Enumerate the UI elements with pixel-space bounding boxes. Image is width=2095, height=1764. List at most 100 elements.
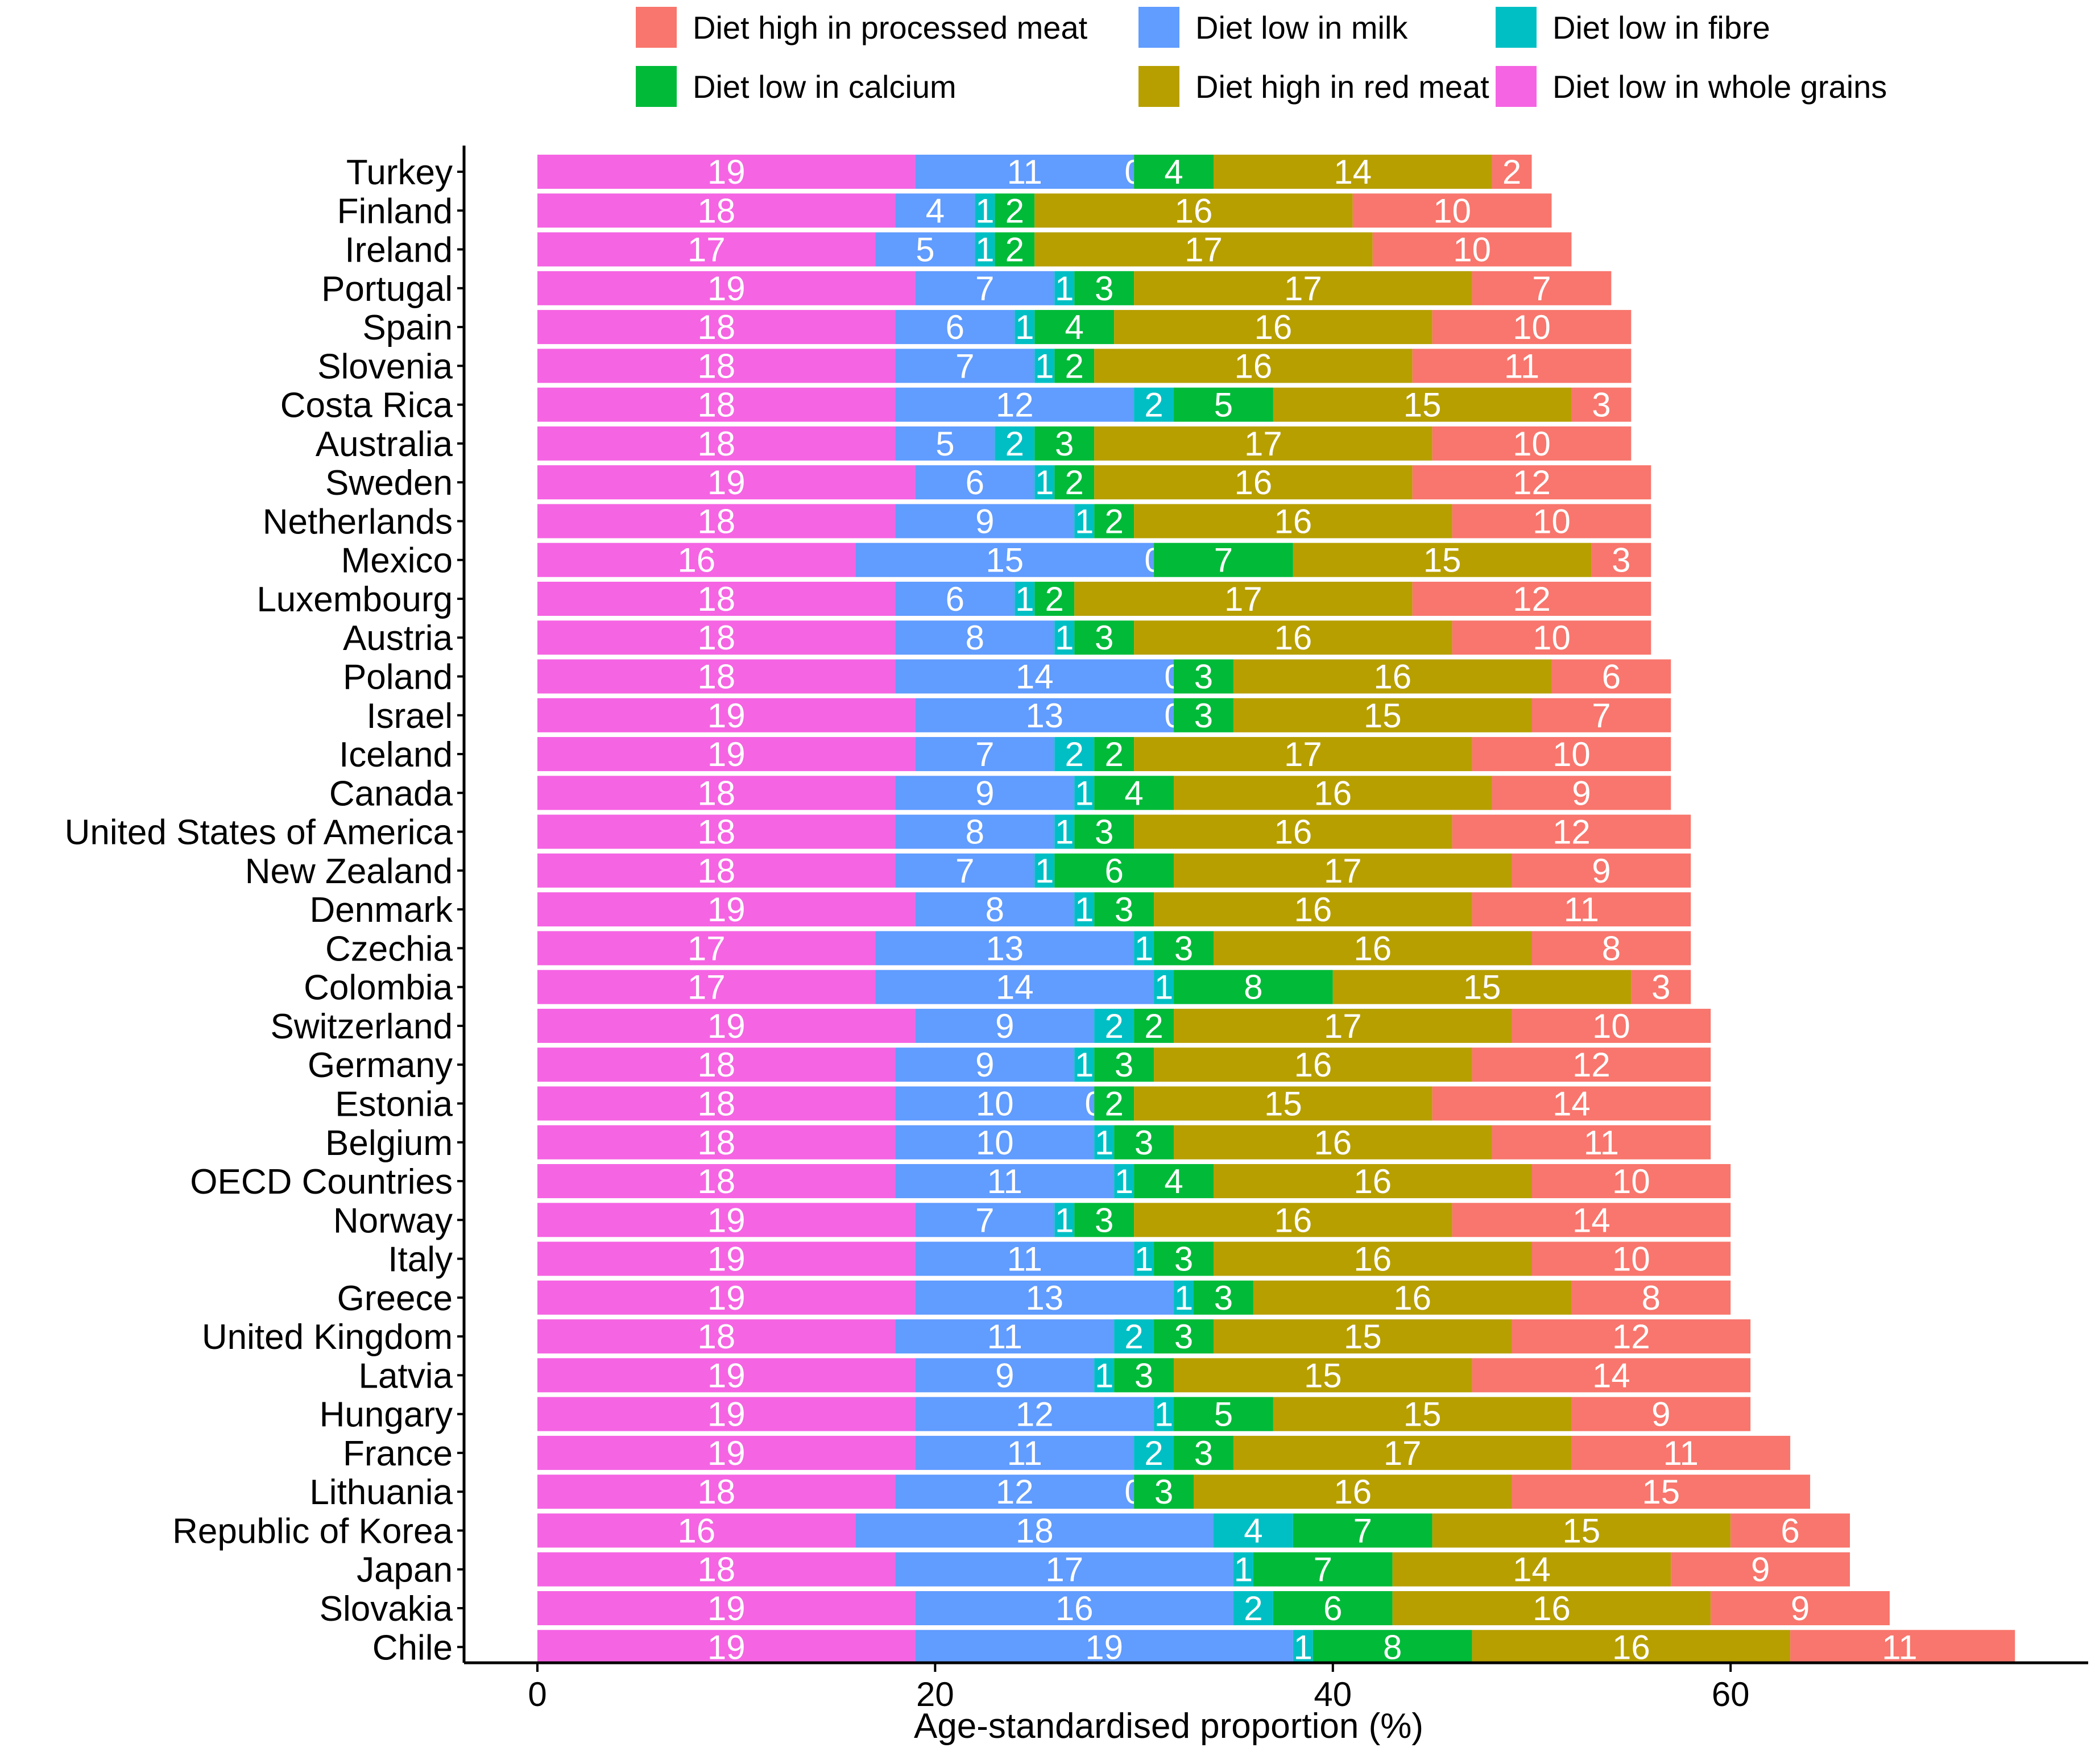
data-label: 1 [1055, 619, 1074, 657]
bar-segment-diet-low-in-fibre [1094, 1358, 1115, 1393]
bar-segment-diet-high-in-processed-meat [1571, 387, 1632, 422]
data-label: 11 [987, 1162, 1022, 1200]
bar-segment-diet-low-in-fibre [1054, 737, 1095, 772]
data-label: 19 [707, 1240, 746, 1278]
bar-segment-diet-low-in-fibre [1154, 970, 1174, 1004]
bar-segment-diet-high-in-processed-meat [1492, 776, 1671, 810]
bar-segment-diet-low-in-milk [895, 387, 1135, 422]
y-tick-label: United Kingdom [202, 1318, 453, 1357]
bar-segment-diet-low-in-whole-grains [537, 1241, 916, 1276]
bar-segment-diet-low-in-fibre [1293, 1630, 1313, 1664]
data-label: 17 [1384, 1434, 1422, 1472]
data-label: 9 [1651, 1396, 1670, 1434]
data-label: 11 [1504, 347, 1539, 385]
bar-segment-diet-low-in-calcium [1074, 814, 1135, 849]
bar-row-israel: 191303157 [537, 697, 1671, 735]
bar-segment-diet-low-in-calcium [1134, 1008, 1174, 1043]
data-label: 18 [697, 386, 735, 424]
bar-segment-diet-low-in-fibre [1074, 776, 1095, 810]
bar-segment-diet-low-in-calcium [1114, 1358, 1174, 1393]
data-label: 8 [1602, 929, 1621, 967]
y-tick-label: Latvia [359, 1356, 453, 1396]
bar-segment-diet-high-in-red-meat [1134, 504, 1452, 539]
bar-segment-diet-low-in-calcium [1094, 892, 1154, 927]
data-label: 18 [697, 813, 735, 851]
bar-segment-diet-high-in-red-meat [1094, 426, 1432, 461]
data-label: 19 [707, 697, 746, 735]
data-label: 8 [966, 619, 984, 657]
data-label: 16 [1055, 1589, 1094, 1628]
bar-segment-diet-high-in-processed-meat [1671, 1552, 1850, 1587]
bar-segment-diet-high-in-red-meat [1134, 814, 1452, 849]
data-label: 1 [1095, 1356, 1113, 1394]
y-tick-label: Spain [362, 308, 453, 347]
bar-segment-diet-low-in-calcium [1074, 1203, 1135, 1237]
bar-segment-diet-high-in-red-meat [1293, 543, 1592, 577]
bar-segment-diet-low-in-calcium [1174, 1397, 1273, 1431]
bar-row-canada: 18 9 1 4 16 9 [537, 774, 1671, 812]
bar-segment-diet-low-in-milk [915, 1435, 1135, 1470]
bar-segment-diet-low-in-fibre [1233, 1591, 1273, 1625]
data-label: 18 [1016, 1512, 1054, 1550]
data-label: 12 [1572, 1046, 1610, 1084]
bar-segment-diet-low-in-milk [895, 814, 1055, 849]
bar-segment-diet-low-in-whole-grains [537, 1125, 896, 1160]
bar-segment-diet-low-in-calcium [1054, 465, 1095, 500]
y-tick-label: Finland [337, 192, 453, 231]
data-label: 15 [986, 541, 1024, 579]
data-label: 4 [1244, 1512, 1262, 1550]
bar-segment-diet-high-in-red-meat [1134, 271, 1472, 305]
y-tick-label: France [343, 1434, 453, 1473]
bar-segment-diet-low-in-calcium [995, 193, 1035, 228]
bar-segment-diet-low-in-calcium [1054, 853, 1174, 888]
data-label: 1 [1075, 774, 1094, 812]
bar-segment-diet-high-in-red-meat [1154, 892, 1472, 927]
bar-segment-diet-low-in-milk [915, 1630, 1293, 1664]
data-label: 16 [1314, 774, 1352, 812]
bar-segment-diet-low-in-calcium [1174, 387, 1273, 422]
bar-segment-diet-low-in-whole-grains [537, 620, 896, 655]
bar-segment-diet-low-in-whole-grains [537, 504, 896, 539]
bar-row-chile: 19 19 1 8 16 11 [537, 1628, 2015, 1666]
data-label: 3 [1174, 1318, 1193, 1356]
bar-row-mexico: 161507153 [537, 541, 1651, 579]
legend-label: Diet low in whole grains [1552, 69, 1887, 105]
bar-segment-diet-low-in-fibre [1233, 1552, 1253, 1587]
bar-segment-diet-low-in-calcium [1154, 543, 1293, 577]
data-label: 18 [697, 1046, 735, 1084]
data-label: 17 [1284, 735, 1322, 773]
bar-row-norway: 19 7 1 3 16 14 [537, 1201, 1731, 1239]
data-label: 16 [1353, 1162, 1392, 1200]
bar-segment-diet-low-in-fibre [1134, 1241, 1154, 1276]
legend-label: Diet low in fibre [1552, 10, 1770, 45]
bar-segment-diet-high-in-processed-meat [1512, 853, 1691, 888]
data-label: 16 [1274, 1201, 1312, 1239]
bar-segment-diet-high-in-red-meat [1094, 465, 1413, 500]
bar-segment-diet-high-in-processed-meat [1412, 581, 1651, 616]
data-label: 17 [1224, 580, 1262, 618]
data-label: 18 [697, 580, 735, 618]
data-label: 9 [1791, 1589, 1810, 1628]
legend-label: Diet low in calcium [693, 69, 957, 105]
bar-segment-diet-high-in-red-meat [1213, 1319, 1512, 1354]
x-axis-ticks: 0 20 40 60 [528, 1663, 1750, 1713]
bar-row-denmark: 19 8 1 3 16 11 [537, 891, 1691, 929]
bar-segment-diet-low-in-milk [895, 1552, 1233, 1587]
data-label: 10 [1612, 1162, 1650, 1200]
data-label: 2 [1065, 735, 1084, 773]
data-label: 8 [1383, 1628, 1402, 1666]
y-tick-label: Slovakia [320, 1589, 453, 1629]
bar-segment-diet-high-in-red-meat [1233, 1435, 1572, 1470]
bar-segment-diet-low-in-calcium [1094, 1086, 1135, 1121]
data-label: 9 [1572, 774, 1591, 812]
bar-row-greece: 19 13 1 3 16 8 [537, 1279, 1731, 1317]
legend-label: Diet low in milk [1195, 10, 1408, 45]
bar-segment-diet-low-in-fibre [1054, 814, 1075, 849]
data-label: 1 [1055, 813, 1074, 851]
data-label: 2 [1104, 735, 1123, 773]
data-label: 15 [1364, 697, 1402, 735]
bar-segment-diet-low-in-whole-grains [537, 543, 856, 577]
bar-segment-diet-low-in-fibre [1034, 853, 1055, 888]
bar-segment-diet-high-in-processed-meat [1492, 1125, 1711, 1160]
data-label: 8 [1642, 1279, 1661, 1317]
